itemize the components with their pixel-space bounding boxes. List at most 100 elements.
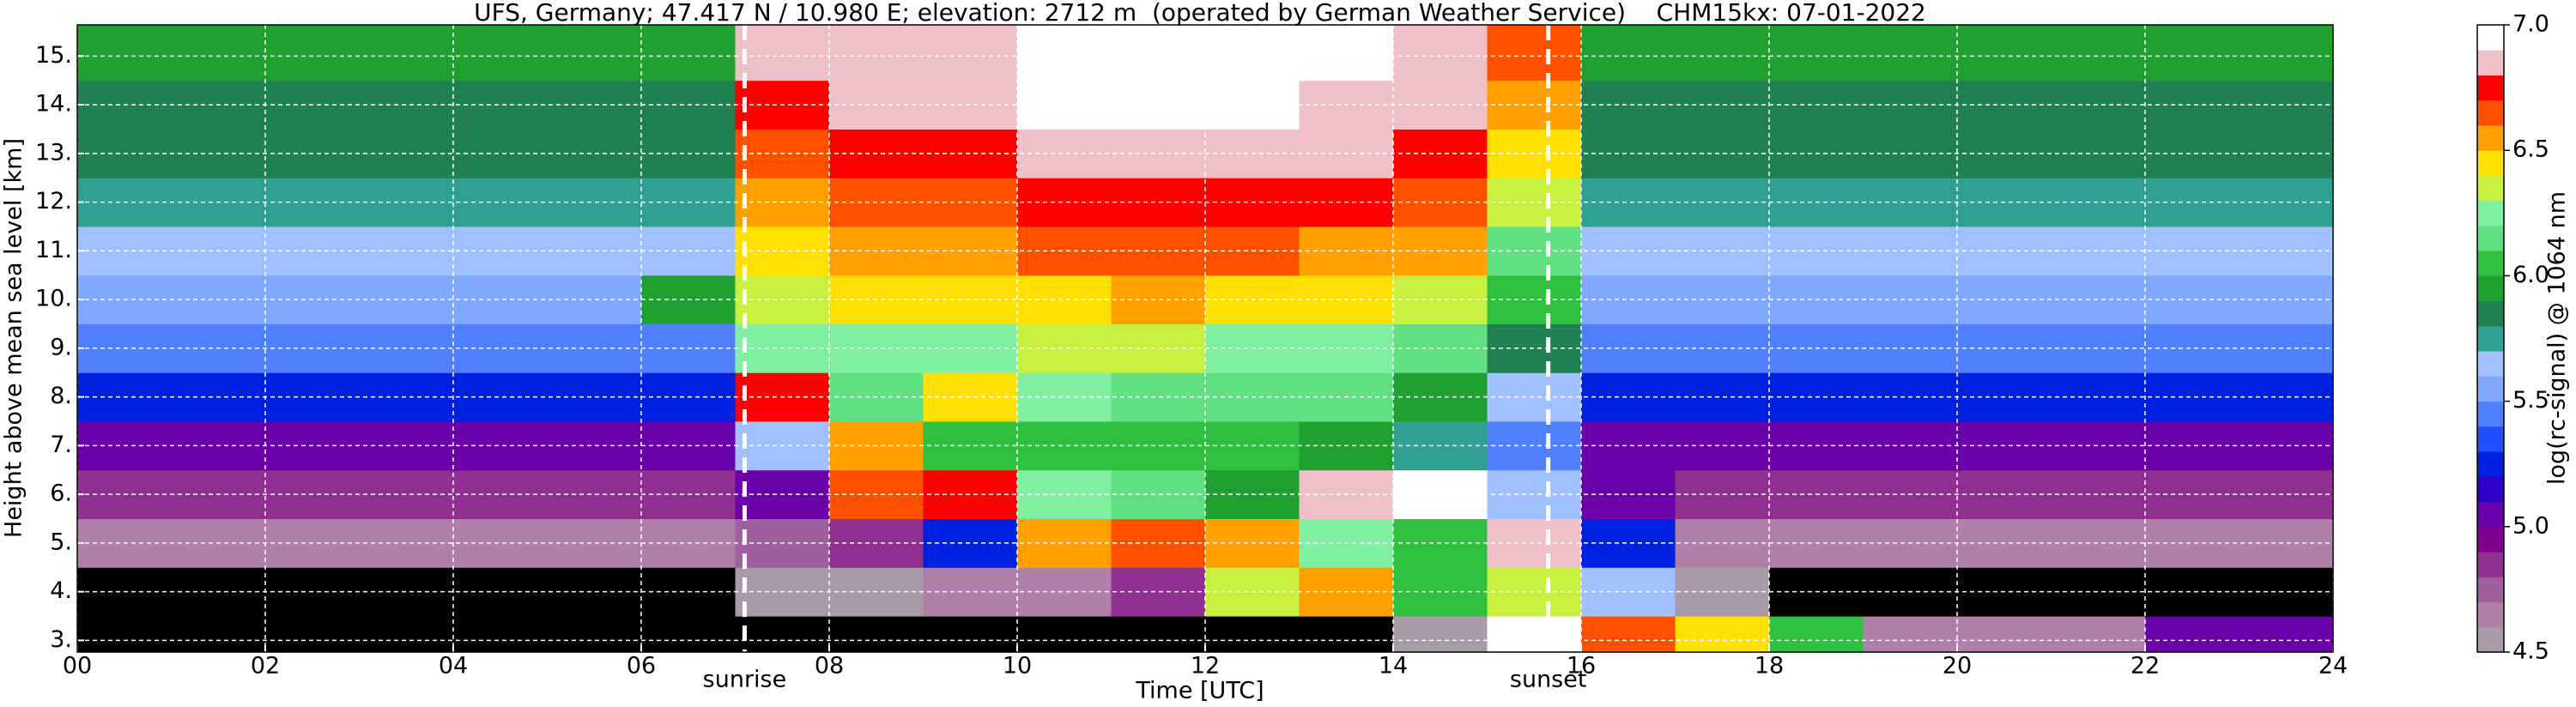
heatmap-cell [2239, 129, 2333, 178]
heatmap-cell [2145, 178, 2240, 227]
x-tick-label: 04 [439, 653, 468, 680]
heatmap-cell [2239, 420, 2333, 471]
y-tick-label: 5. [50, 529, 72, 555]
heatmap-cell [1581, 420, 1676, 471]
heatmap-cell [923, 616, 1018, 652]
heatmap-cell [1017, 372, 1112, 422]
heatmap-cell [1017, 469, 1112, 519]
y-tick-label: 9. [50, 334, 72, 360]
y-axis-label: Height above mean sea level [km] [1, 138, 27, 538]
y-tick-label: 15. [35, 42, 72, 69]
colorbar-swatch [2477, 451, 2504, 477]
colorbar-swatch [2477, 100, 2504, 126]
colorbar-swatch [2477, 325, 2504, 352]
colorbar-tick-label: 6.5 [2512, 136, 2549, 163]
plot-frame [76, 24, 2334, 653]
annotation-label: sunrise [703, 667, 787, 693]
heatmap-cell [2145, 226, 2240, 276]
colorbar-swatch [2477, 351, 2504, 377]
x-tick-label: 18 [1755, 653, 1784, 680]
heatmap-cell [2239, 25, 2333, 82]
heatmap-cell [2145, 616, 2240, 652]
y-tick-label: 3. [50, 626, 72, 653]
heatmap-cell [453, 226, 548, 276]
y-tick-label: 13. [35, 139, 72, 166]
x-tick-label: 20 [1943, 653, 1972, 680]
heatmap-cell [453, 25, 548, 82]
y-tick-label: 14. [35, 91, 72, 118]
heatmap-cell [453, 129, 548, 178]
heatmap-cell [1581, 518, 1676, 568]
colorbar-swatch [2477, 200, 2504, 227]
x-tick-label: 10 [1003, 653, 1032, 680]
heatmap-cell [1581, 25, 1676, 82]
heatmap-cell [77, 25, 172, 82]
heatmap-cell [453, 567, 548, 617]
heatmap-cell [1017, 80, 1112, 130]
y-tick-label: 8. [50, 383, 72, 409]
heatmap-cell [171, 25, 266, 82]
heatmap-cell [1581, 469, 1676, 519]
x-tick-label: 02 [251, 653, 280, 680]
heatmap-cell [2239, 80, 2333, 130]
colorbar-swatch [2477, 251, 2504, 276]
heatmap-cell [1957, 616, 2052, 652]
x-tick-label: 16 [1567, 653, 1596, 680]
heatmap-cell [2145, 275, 2240, 324]
heatmap-cell [2145, 372, 2240, 422]
heatmap-cell [1769, 25, 1864, 82]
colorbar-label: log(rc-signal) @ 1064 nm [2544, 191, 2571, 485]
colorbar-swatch [2477, 376, 2504, 402]
heatmap-cell [1017, 420, 1112, 471]
colorbar-swatch [2477, 526, 2504, 553]
heatmap-cell [1393, 616, 1488, 652]
y-tick-label: 10. [35, 286, 72, 312]
heatmap-cell [359, 25, 454, 82]
heatmap-cell [2239, 567, 2333, 617]
colorbar-tick-label: 5.0 [2512, 512, 2549, 539]
heatmap-cell [1581, 178, 1676, 227]
colorbar-swatch [2477, 426, 2504, 452]
heatmap-cell [829, 616, 924, 652]
heatmap-cell [2145, 129, 2240, 178]
colorbar-swatch [2477, 601, 2504, 628]
colorbar-swatch [2477, 50, 2504, 76]
heatmap-cell [1487, 616, 1582, 652]
heatmap-cell [453, 616, 548, 652]
heatmap-cell [2239, 178, 2333, 227]
x-tick-label: 22 [2131, 653, 2160, 680]
heatmap-cell [2239, 275, 2333, 324]
heatmap-cell [77, 616, 172, 652]
x-tick-label: 00 [63, 653, 92, 680]
heatmap-cell [453, 178, 548, 227]
heatmap-cell [1581, 323, 1676, 373]
overlay: 3. 4. 5. 6. 7. 8. 9. 10. 11. 12. 13. 14. 15. 00 02 04 06… [35, 11, 2549, 693]
x-tick-label: 06 [627, 653, 656, 680]
colorbar-swatch [2477, 25, 2504, 51]
heatmap-cell [1769, 616, 1864, 652]
heatmap-cell [641, 25, 736, 82]
heatmap-cell [547, 25, 642, 82]
heatmap-cell [1581, 616, 1676, 652]
heatmap-cell [1675, 25, 1770, 82]
heatmap-cell [1017, 567, 1112, 617]
heatmap-cell [1863, 25, 1958, 82]
heatmap-cell [2239, 469, 2333, 519]
x-tick-label: 14 [1379, 653, 1408, 680]
colorbar-swatch [2477, 225, 2504, 251]
colorbar-swatch [2477, 501, 2504, 528]
heatmap-cell [735, 616, 830, 652]
heatmap-cell [1017, 226, 1112, 276]
heatmap-cell [2051, 616, 2146, 652]
heatmap-cell [2239, 616, 2333, 652]
colorbar-swatch [2477, 275, 2504, 302]
colorbar-tick-label: 4.5 [2512, 638, 2549, 665]
heatmap-cell [453, 80, 548, 130]
y-tick-label: 7. [50, 432, 72, 458]
heatmap-cell [1863, 616, 1958, 652]
heatmap-cell [2051, 25, 2146, 82]
heatmap-cell [1299, 25, 1394, 82]
heatmap-cell [735, 25, 830, 82]
heatmap-cell [923, 25, 1018, 82]
